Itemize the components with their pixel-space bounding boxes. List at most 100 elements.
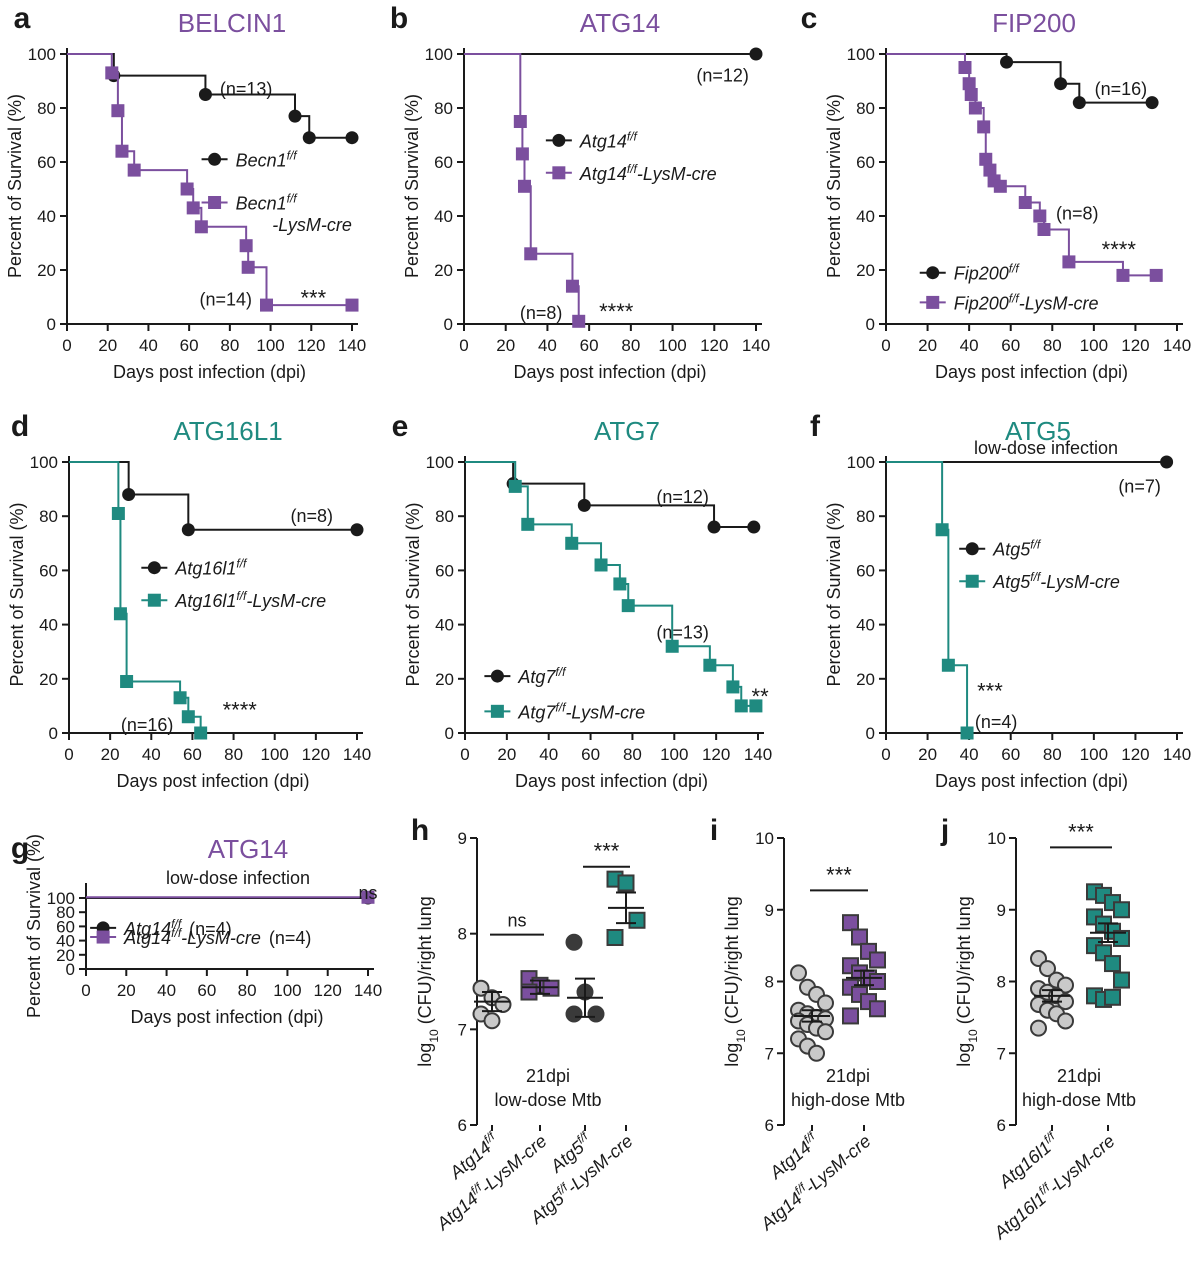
x-tick-label: 140 bbox=[1163, 336, 1191, 355]
square-marker bbox=[508, 479, 522, 493]
square-marker bbox=[1104, 988, 1121, 1006]
x-tick-label: 140 bbox=[1163, 745, 1191, 764]
x-tick-label: 140 bbox=[338, 336, 366, 355]
significance-label: ns bbox=[507, 911, 526, 931]
square-marker bbox=[1104, 955, 1121, 973]
square-marker bbox=[490, 704, 504, 718]
circle-marker bbox=[749, 47, 763, 61]
annotation: (n=14) bbox=[200, 290, 253, 310]
annotation: (n=8) bbox=[520, 303, 563, 323]
square-marker bbox=[977, 120, 991, 134]
panel-letter: b bbox=[390, 2, 408, 35]
x-tick-label: 0 bbox=[460, 745, 469, 764]
x-tick-label: 20 bbox=[496, 336, 515, 355]
square-marker bbox=[621, 599, 635, 613]
square-marker bbox=[147, 593, 161, 607]
y-tick-label: 9 bbox=[997, 901, 1006, 920]
note-line: low-dose Mtb bbox=[494, 1090, 601, 1110]
y-tick-label: 60 bbox=[37, 153, 56, 172]
y-tick-label: 0 bbox=[866, 724, 875, 743]
y-tick-label: 40 bbox=[435, 616, 454, 635]
y-tick-label: 80 bbox=[435, 507, 454, 526]
legend-label: Atg16l1f/f-LysM-cre bbox=[174, 589, 326, 611]
x-tick-label: 40 bbox=[157, 981, 176, 1000]
circle-marker bbox=[208, 152, 222, 166]
annotation: ** bbox=[752, 684, 770, 709]
y-tick-label: 100 bbox=[28, 45, 56, 64]
category-label: Atg14f/f-LysM-cre bbox=[755, 1129, 875, 1234]
y-tick-label: 7 bbox=[997, 1044, 1006, 1063]
x-tick-label: 20 bbox=[497, 745, 516, 764]
circle-marker bbox=[345, 131, 359, 145]
y-tick-label: 60 bbox=[434, 153, 453, 172]
square-marker bbox=[515, 147, 529, 161]
x-tick-label: 40 bbox=[139, 336, 158, 355]
x-axis-label: Days post infection (dpi) bbox=[935, 362, 1128, 382]
x-tick-label: 140 bbox=[744, 745, 772, 764]
circle-marker bbox=[1057, 976, 1074, 994]
circle-marker bbox=[565, 933, 583, 951]
y-tick-label: 0 bbox=[444, 315, 453, 334]
panel-j: j 6 7 8 9 10 log10 (CFU)/right lung 21dpi high-d… bbox=[940, 814, 1136, 1244]
y-tick-label: 0 bbox=[49, 724, 58, 743]
significance-label: *** bbox=[594, 839, 620, 864]
y-tick-label: 20 bbox=[435, 670, 454, 689]
circle-marker bbox=[1145, 96, 1159, 110]
x-tick-label: 100 bbox=[256, 336, 284, 355]
square-marker bbox=[979, 152, 993, 166]
x-tick-label: 20 bbox=[101, 745, 120, 764]
x-tick-label: 0 bbox=[62, 336, 71, 355]
square-marker bbox=[958, 61, 972, 74]
x-tick-label: 120 bbox=[1121, 745, 1149, 764]
x-tick-label: 40 bbox=[960, 336, 979, 355]
panel-letter: j bbox=[940, 814, 949, 847]
legend-label: Atg16l1f/f bbox=[174, 557, 248, 579]
note-line: 21dpi bbox=[1057, 1066, 1101, 1086]
legend-label: Atg7f/f-LysM-cre bbox=[517, 700, 645, 722]
panel-title: ATG14 bbox=[580, 8, 660, 38]
x-tick-label: 120 bbox=[297, 336, 325, 355]
x-tick-label: 100 bbox=[273, 981, 301, 1000]
annotation: (n=12) bbox=[696, 66, 749, 86]
square-marker bbox=[726, 680, 740, 694]
y-tick-label: 40 bbox=[856, 616, 875, 635]
square-marker bbox=[993, 179, 1007, 193]
panel-subtitle: low-dose infection bbox=[974, 438, 1118, 458]
y-axis-label: Percent of Survival (%) bbox=[824, 502, 844, 686]
panel-f: f ATG5 0 20 40 60 80 100 120 140 0 20 40 60 80 100 Days … bbox=[810, 410, 1191, 791]
x-tick-label: 100 bbox=[1080, 745, 1108, 764]
y-tick-label: 8 bbox=[458, 925, 467, 944]
x-tick-label: 100 bbox=[658, 336, 686, 355]
circle-marker bbox=[288, 109, 302, 123]
legend-label: Atg14f/f bbox=[579, 129, 639, 151]
x-tick-label: 0 bbox=[81, 981, 90, 1000]
annotation: (n=8) bbox=[1056, 203, 1099, 223]
y-axis-label: Percent of Survival (%) bbox=[7, 502, 27, 686]
y-axis-label: Percent of Survival (%) bbox=[402, 94, 422, 278]
square-marker bbox=[524, 247, 538, 261]
square-marker bbox=[345, 298, 359, 312]
y-tick-label: 6 bbox=[765, 1116, 774, 1135]
y-tick-label: 100 bbox=[425, 45, 453, 64]
panel-letter: c bbox=[801, 2, 818, 35]
square-marker bbox=[96, 930, 110, 944]
annotation: **** bbox=[223, 697, 258, 722]
y-tick-label: 40 bbox=[37, 207, 56, 226]
panel-title: BELCIN1 bbox=[178, 8, 286, 38]
annotation: *** bbox=[300, 286, 326, 311]
y-tick-label: 8 bbox=[765, 973, 774, 992]
panel-letter: a bbox=[14, 2, 31, 35]
y-tick-label: 40 bbox=[856, 207, 875, 226]
circle-marker bbox=[483, 1012, 501, 1030]
annotation: **** bbox=[1102, 237, 1137, 262]
panel-subtitle: low-dose infection bbox=[166, 868, 310, 888]
square-marker bbox=[572, 314, 586, 328]
square-marker bbox=[521, 517, 535, 531]
y-tick-label: 60 bbox=[435, 561, 454, 580]
y-tick-label: 8 bbox=[997, 973, 1006, 992]
y-axis-label: log10 (CFU)/right lung bbox=[722, 896, 748, 1066]
legend-label: Atg7f/f bbox=[517, 665, 567, 687]
circle-marker bbox=[747, 520, 761, 534]
y-tick-label: 80 bbox=[56, 903, 75, 922]
